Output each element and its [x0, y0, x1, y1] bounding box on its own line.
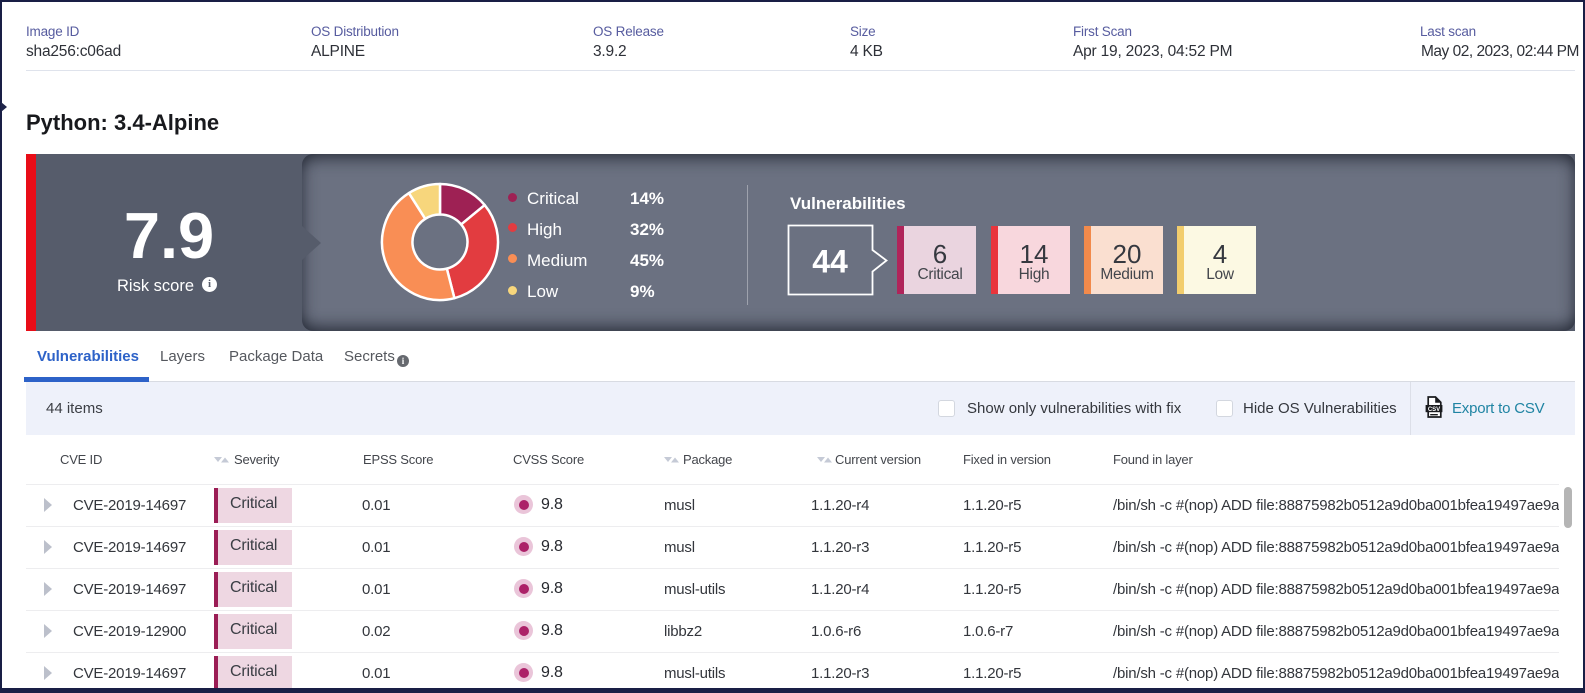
svg-text:44: 44 — [812, 244, 848, 280]
svg-text:CSV: CSV — [1428, 407, 1440, 413]
